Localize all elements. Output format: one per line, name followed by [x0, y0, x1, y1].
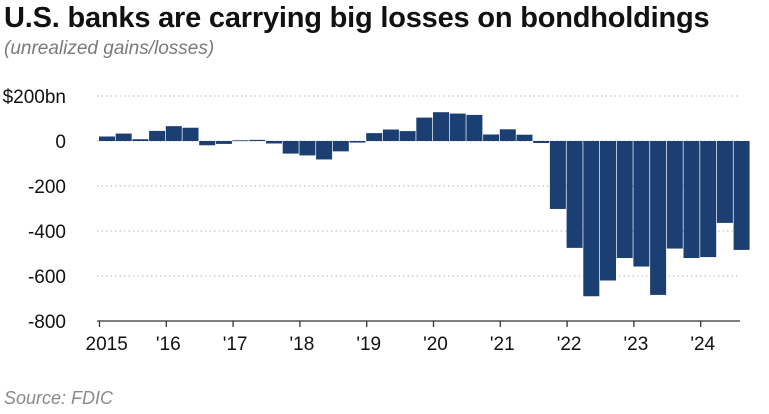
- y-tick-label: -600: [28, 267, 66, 288]
- bar: 2020 Q2: 122: [449, 113, 466, 141]
- x-tick-label: '17: [223, 334, 248, 355]
- bar: 2023 Q3: -478: [666, 141, 683, 249]
- bar: 2016 Q1: 66: [165, 126, 182, 141]
- bar: 2021 Q1: 52: [499, 129, 516, 141]
- bar: 2022 Q3: -620: [600, 141, 616, 281]
- bar: 2017 Q1: 3: [232, 140, 249, 142]
- bar: 2023 Q4: -520: [683, 141, 700, 258]
- chart-title: U.S. banks are carrying big losses on bo…: [4, 2, 710, 34]
- bar: 2018 Q2: -82: [316, 141, 333, 160]
- bar: 2019 Q2: 51: [382, 129, 399, 141]
- bar: 2023 Q2: -684: [650, 141, 667, 295]
- bar: 2019 Q1: 35: [366, 133, 383, 141]
- bar: 2017 Q3: -11: [266, 141, 282, 144]
- bar: 2015 Q3: 8: [132, 139, 149, 141]
- bar: 2021 Q3: -9: [533, 141, 550, 144]
- bar: 2018 Q1: -64: [299, 141, 316, 156]
- gridlines: [97, 95, 740, 277]
- bar: 2021 Q4: -302: [549, 141, 566, 209]
- bar: 2023 Q1: -558: [633, 141, 650, 267]
- bar: 2022 Q1: -475: [566, 141, 583, 248]
- bar: 2021 Q2: 28: [516, 134, 533, 141]
- bar: 2022 Q2: -690: [583, 141, 600, 297]
- x-tick-label: '19: [356, 334, 381, 355]
- bar: 2016 Q3: -19: [199, 141, 216, 146]
- x-tick-label: '22: [557, 334, 582, 355]
- bar: 2024 Q1: -516: [700, 141, 717, 258]
- bar: 2015 Q2: 33: [115, 133, 132, 141]
- x-axis-labels: 2015 '16 '17 '18 '19 '20 '21 '22 '23 '24: [86, 334, 716, 355]
- x-tick-label: '16: [156, 334, 181, 355]
- x-tick-label: 2015: [86, 334, 128, 355]
- bar: 2016 Q4: -13: [215, 141, 232, 144]
- x-tick-label: '18: [290, 334, 315, 355]
- bar: 2024 Q2: -364: [716, 141, 733, 223]
- x-tick-label: '24: [690, 334, 715, 355]
- bar: 2017 Q2: 5: [249, 139, 266, 141]
- bar: 2015 Q4: 45: [149, 130, 166, 141]
- bar: 2024 Q3: -484: [733, 141, 750, 250]
- bar-chart: 2015 Q1: 202015 Q2: 332015 Q3: 82015 Q4:…: [3, 87, 750, 355]
- bar: 2015 Q1: 20: [99, 136, 115, 141]
- chart-subtitle: (unrealized gains/losses): [4, 38, 215, 59]
- x-tick-label: '21: [490, 334, 515, 355]
- bar: 2016 Q2: 59: [182, 127, 199, 141]
- bar: 2019 Q3: 44: [399, 131, 416, 141]
- x-tick-label: '20: [423, 334, 448, 355]
- x-axis: [97, 320, 740, 327]
- y-tick-label: -200: [28, 177, 66, 198]
- bar: 2017 Q4: -56: [282, 141, 299, 154]
- bar: 2020 Q3: 116: [466, 114, 483, 141]
- bars: 2015 Q1: 202015 Q2: 332015 Q3: 82015 Q4:…: [99, 112, 750, 297]
- y-tick-label: -800: [28, 312, 66, 333]
- bar: 2019 Q4: 104: [416, 117, 433, 141]
- bar: 2018 Q4: -7: [349, 141, 366, 143]
- y-tick-label: $200bn: [3, 87, 66, 108]
- bar: 2018 Q3: -46: [332, 141, 349, 152]
- y-tick-label: -400: [28, 222, 66, 243]
- bar: 2022 Q4: -520: [616, 141, 633, 258]
- x-tick-label: '23: [624, 334, 649, 355]
- source-note: Source: FDIC: [4, 388, 114, 408]
- y-tick-label: 0: [55, 132, 66, 153]
- y-axis-labels: $200bn 0 -200 -400 -600 -800: [3, 87, 66, 333]
- bar: 2020 Q4: 29: [483, 134, 500, 141]
- bar: 2020 Q1: 128: [433, 112, 449, 141]
